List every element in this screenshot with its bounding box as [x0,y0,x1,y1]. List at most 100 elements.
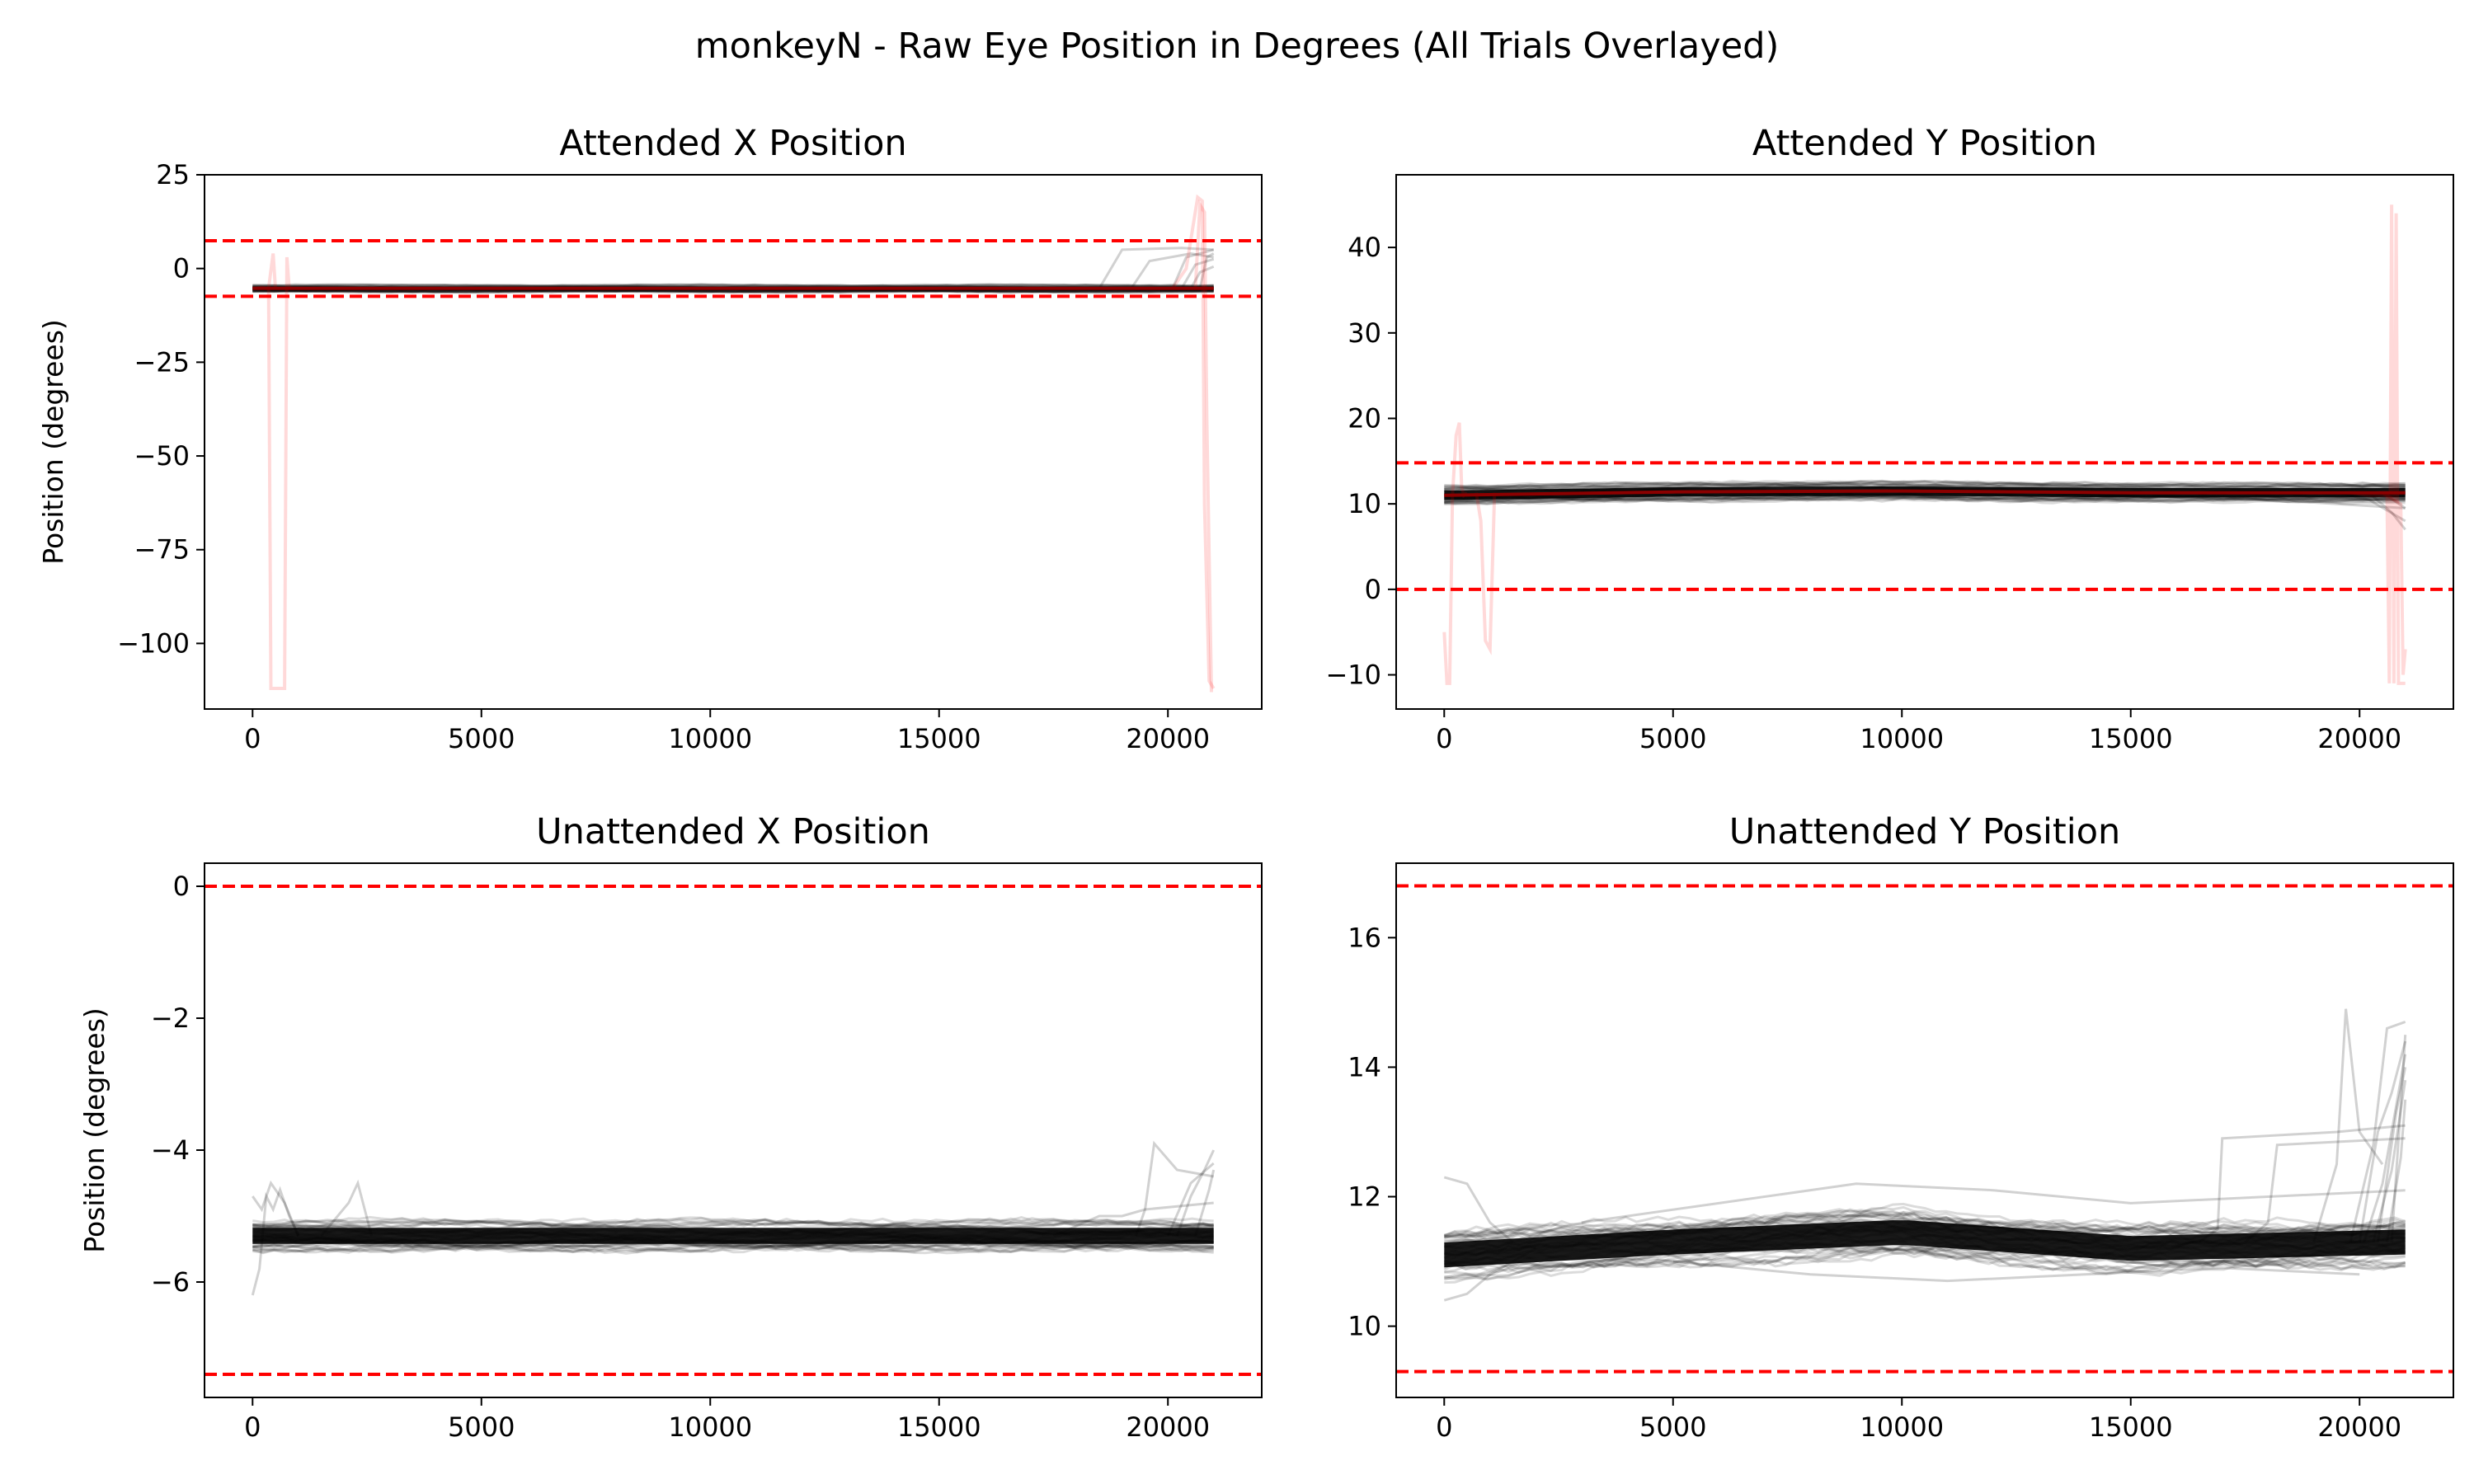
trial-trace [1443,1243,2406,1280]
trial-trace [1444,482,2406,493]
trial-trace [252,1218,1214,1229]
trial-trace [252,288,1214,294]
outlier-trace [1475,492,1497,655]
x-tick-label: 5000 [448,1411,515,1443]
trial-trace [252,1215,1214,1228]
excursion-trace [2368,491,2406,531]
trial-trace [1444,1202,2406,1237]
excursion-trace [320,1179,374,1237]
trial-trace [252,1242,1214,1254]
panel-title: Attended X Position [559,123,906,164]
outlier-trace [2349,204,2406,685]
trial-trace [252,1236,1214,1247]
x-tick-label: 10000 [1860,723,1944,754]
x-tick-label: 0 [244,723,261,754]
y-tick-label: 0 [173,253,190,284]
trial-trace [1444,481,2406,491]
trial-trace [252,1219,1215,1231]
trial-trace [252,289,1214,294]
trial-trace [1444,1246,2406,1278]
y-tick-label: 25 [156,159,190,190]
excursion-trace [1198,252,1215,289]
trial-trace [1444,1238,2406,1266]
axes-frame [204,862,1263,1398]
y-tick-label: 10 [1348,1311,1381,1342]
trial-trace [1444,494,2406,503]
x-tick-label: 10000 [668,1411,752,1443]
trial-trace [1443,1210,2406,1248]
trial-trace [1444,481,2406,490]
trial-trace [252,288,1214,294]
outlier-trace [252,256,291,690]
x-tick-label: 20000 [1126,723,1210,754]
excursion-trace [2382,491,2406,510]
x-tick-label: 20000 [2317,1411,2401,1443]
x-tick-label: 15000 [2089,723,2173,754]
excursion-trace [2386,1099,2407,1242]
y-tick-label: −25 [134,346,190,378]
panel-4: 0 5000 10000 15000 20000 10 12 14 16 Unattended Y… [1348,811,2454,1443]
trial-trace [1444,494,2406,505]
plot-area [251,1140,1216,1296]
excursion-trace [1098,247,1214,289]
trial-trace [1443,1211,2406,1246]
y-tick-label: 30 [1348,317,1381,349]
trial-trace [252,283,1214,289]
trial-trace [252,289,1214,294]
excursion-trace [1443,1247,1537,1302]
y-tick-label: −75 [134,534,190,566]
trial-trace [1444,493,2406,504]
trial-trace [1444,479,2406,491]
trial-trace [1444,1209,2406,1239]
trial-trace [1443,1246,2406,1271]
trial-trace [1444,1247,2406,1280]
trial-trace [1444,494,2406,504]
x-tick-label: 0 [1436,723,1452,754]
trial-trace [252,289,1214,294]
y-tick-label: −2 [151,1003,190,1034]
y-tick-label: −10 [1325,660,1381,691]
trial-band-core [1444,486,2406,500]
x-tick-label: 20000 [1126,1411,1210,1443]
plot-area [252,194,1216,693]
y-tick-label: −100 [117,627,190,659]
x-tick-label: 15000 [897,1411,981,1443]
excursion-trace [2336,491,2406,523]
excursion-trace [1171,248,1215,289]
panel-3: 0 5000 10000 15000 20000 0 −2 −4 −6 Unattended X … [78,811,1263,1443]
trial-trace [252,288,1214,294]
excursion-trace [1052,1201,1214,1237]
y-tick-label: 14 [1348,1051,1381,1082]
trial-trace [252,1242,1214,1254]
trial-trace [252,289,1214,294]
plot-area [1443,1008,2407,1302]
axes-frame [204,174,1263,710]
trial-trace [252,1237,1214,1249]
trial-trace [1443,1213,2406,1237]
x-tick-label: 10000 [668,723,752,754]
excursion-trace [1175,1149,1216,1237]
excursion-trace [2372,1079,2407,1242]
trial-band-core [1444,1220,2406,1268]
y-tick-label: 20 [1348,402,1381,434]
axes-frame [1395,174,2454,710]
excursion-trace [1443,1176,1514,1243]
trial-trace [1444,495,2406,505]
trial-trace [1444,1245,2406,1274]
plot-area [1442,204,2407,685]
excursion-trace [252,1180,300,1237]
trial-trace [252,283,1214,289]
excursion-trace [1166,1162,1215,1237]
trial-trace [1444,495,2406,505]
trial-trace [252,1242,1215,1253]
x-tick-label: 20000 [2317,723,2401,754]
excursion-trace [2245,491,2406,510]
trial-trace [1444,480,2406,490]
trial-trace [252,1219,1214,1231]
trial-trace [252,1217,1214,1228]
trial-trace [252,289,1214,294]
trial-trace [1444,480,2406,491]
excursion-trace [2244,1137,2406,1243]
excursion-trace [2376,1067,2407,1242]
